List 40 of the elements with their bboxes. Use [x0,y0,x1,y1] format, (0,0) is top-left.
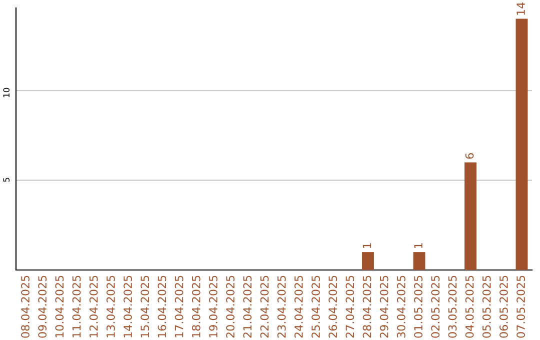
x-tick-label: 18.04.2025 [192,276,200,338]
x-tick-label: 10.04.2025 [55,276,64,338]
x-tick-label: 16.04.2025 [158,276,166,338]
y-tick-label: 5 [3,178,10,182]
x-tick-label: 22.04.2025 [260,276,269,338]
x-tick-label: 08.04.2025 [21,276,30,338]
bar [516,18,528,270]
bar [413,252,426,270]
x-tick-label: 12.04.2025 [89,276,98,338]
x-tick-label: 19.04.2025 [209,276,218,338]
x-tick-label: 29.04.2025 [380,276,388,338]
x-tick-label: 09.04.2025 [38,276,47,338]
x-tick-label: 13.04.2025 [106,276,115,338]
data-label: 1 [362,243,372,248]
x-tick-label: 25.04.2025 [312,276,320,338]
x-tick-label: 26.04.2025 [328,276,338,338]
data-label: 1 [414,243,422,248]
x-tick-label: 15.04.2025 [140,276,150,338]
data-label: 6 [465,153,474,159]
x-tick-label: 01.05.2025 [414,276,422,338]
data-label: 14 [516,2,525,15]
x-tick-label: 14.04.2025 [124,276,132,338]
bar [362,252,374,270]
x-tick-label: 11.04.2025 [72,276,81,338]
x-tick-label: 21.04.2025 [243,276,252,338]
bar [464,162,476,270]
x-tick-label: 27.04.2025 [346,276,354,338]
x-tick-label: 03.05.2025 [448,276,457,338]
x-tick-label: 23.04.2025 [277,276,286,338]
x-tick-label: 24.04.2025 [294,276,303,338]
x-tick-label: 28.04.2025 [362,276,372,338]
y-tick-label: 10 [3,88,10,98]
x-tick-label: 07.05.2025 [516,276,525,338]
x-tick-label: 05.05.2025 [482,276,491,338]
x-tick-label: 02.05.2025 [431,276,440,338]
x-tick-label: 06.05.2025 [499,276,508,338]
x-tick-label: 30.04.2025 [396,276,406,338]
x-tick-label: 04.05.2025 [465,276,474,338]
x-tick-label: 20.04.2025 [226,276,235,338]
x-tick-label: 17.04.2025 [174,276,184,338]
